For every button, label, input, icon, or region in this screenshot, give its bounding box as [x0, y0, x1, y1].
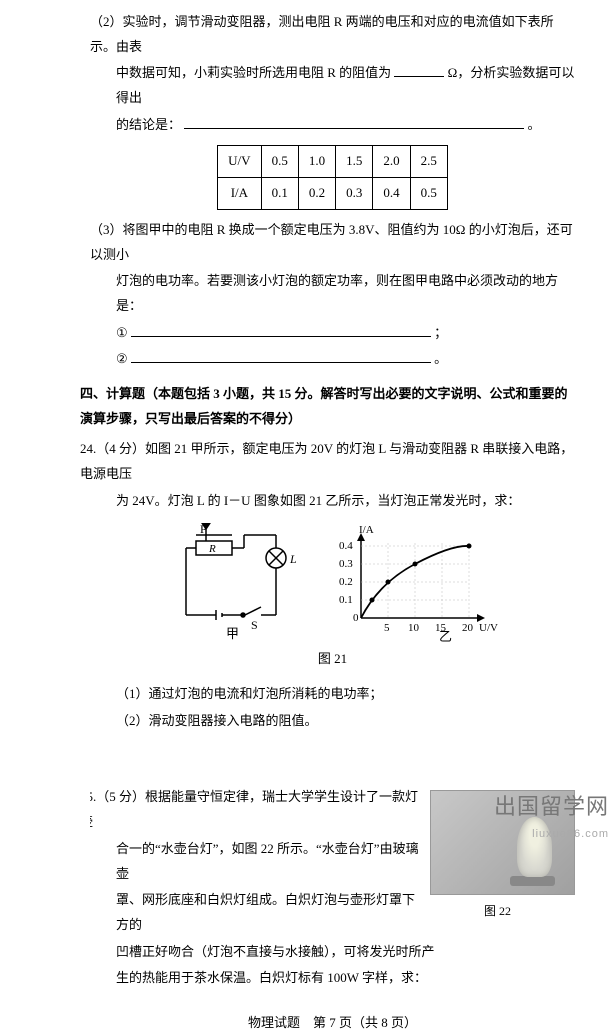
- q3-item1: ① ；: [90, 321, 575, 346]
- cell: 1.0: [298, 146, 335, 178]
- q24-sub1: （1）通过灯泡的电流和灯泡所消耗的电功率；: [90, 682, 575, 707]
- label-P: P: [200, 523, 207, 536]
- q2-text-d: 的结论是：: [116, 117, 181, 132]
- cell: 0.3: [336, 178, 373, 210]
- iv-graph: I/A U/V 0 0.1 0.2 0.3: [329, 523, 499, 643]
- blank-resistance: [394, 63, 444, 77]
- label-yi: 乙: [439, 629, 452, 643]
- blank-conclusion: [184, 115, 524, 129]
- graph-svg: I/A U/V 0 0.1 0.2 0.3: [329, 523, 499, 643]
- label-R: R: [208, 543, 216, 555]
- tick: 0.1: [339, 594, 353, 606]
- q24-stem1: 24.（4 分）如图 21 甲所示，额定电压为 20V 的灯泡 L 与滑动变阻器…: [80, 437, 575, 486]
- tick: 5: [384, 622, 390, 634]
- blank-change-2: [131, 349, 431, 363]
- q25-stem5: 生的热能用于茶水保温。白炽灯标有 100W 字样，求：: [90, 966, 575, 991]
- watermark-domain: liuxue86.com: [494, 824, 609, 845]
- cell: 0.5: [261, 146, 298, 178]
- cell-header-u: U/V: [218, 146, 261, 178]
- q3-line2: 灯泡的电功率。若要测该小灯泡的额定功率，则在图甲电路中必须改动的地方是：: [90, 269, 575, 318]
- uv-ia-table: U/V 0.5 1.0 1.5 2.0 2.5 I/A 0.1 0.2 0.3 …: [217, 145, 448, 209]
- label-jia: 甲: [226, 626, 239, 641]
- circuit-svg: P R L S 甲: [166, 523, 306, 643]
- tick: 0.2: [339, 576, 353, 588]
- tick: 10: [408, 622, 420, 634]
- tick: 20: [462, 622, 474, 634]
- q2-line-b: 中数据可知，小莉实验时所选用电阻 R 的阻值为 Ω，分析实验数据可以得出: [90, 61, 575, 110]
- tick: 0: [353, 612, 359, 624]
- cell: 0.5: [410, 178, 447, 210]
- circled-1: ①: [116, 325, 128, 340]
- watermark: 出国留学网 liuxue86.com: [494, 786, 609, 845]
- label-L: L: [289, 552, 297, 566]
- cell-header-i: I/A: [218, 178, 261, 210]
- cell: 0.4: [373, 178, 410, 210]
- watermark-main: 出国留学网: [494, 794, 609, 819]
- x-axis-label: U/V: [479, 622, 498, 634]
- cell: 1.5: [336, 146, 373, 178]
- tick: 0.3: [339, 558, 353, 570]
- table-row: I/A 0.1 0.2 0.3 0.4 0.5: [218, 178, 448, 210]
- table-row: U/V 0.5 1.0 1.5 2.0 2.5: [218, 146, 448, 178]
- cell: 0.2: [298, 178, 335, 210]
- q2-line-d: 的结论是： 。: [90, 113, 575, 138]
- fig21-caption: 图 21: [90, 647, 575, 672]
- tick: 0.4: [339, 540, 353, 552]
- cell: 2.5: [410, 146, 447, 178]
- page-footer: 物理试题 第 7 页（共 8 页）: [90, 1011, 575, 1036]
- label-S: S: [251, 618, 258, 632]
- period: 。: [434, 351, 447, 366]
- q2-period: 。: [528, 117, 541, 132]
- q2-text-b: 中数据可知，小莉实验时所选用电阻 R 的阻值为: [116, 65, 391, 80]
- cell: 2.0: [373, 146, 410, 178]
- section-4-title: 四、计算题（本题包括 3 小题，共 15 分。解答时写出必要的文字说明、公式和重…: [80, 382, 575, 431]
- blank-change-1: [131, 323, 431, 337]
- figure-21: P R L S 甲 I/A U/V: [90, 523, 575, 672]
- cell: 0.1: [261, 178, 298, 210]
- fig22-caption: 图 22: [420, 900, 575, 923]
- q3-item2: ② 。: [90, 347, 575, 372]
- q25-stem4: 凹槽正好吻合（灯泡不直接与水接触），可将发光时所产: [90, 940, 575, 965]
- q24-stem2: 为 24V。灯泡 L 的 I－U 图象如图 21 乙所示，当灯泡正常发光时，求：: [90, 489, 575, 514]
- circled-2: ②: [116, 351, 128, 366]
- circuit-diagram: P R L S 甲: [166, 523, 306, 643]
- q2-line-a: （2）实验时，调节滑动变阻器，测出电阻 R 两端的电压和对应的电流值如下表所示。…: [90, 10, 575, 59]
- q24-sub2: （2）滑动变阻器接入电路的阻值。: [90, 709, 575, 734]
- semi: ；: [434, 325, 447, 340]
- q3-line1: （3）将图甲中的电阻 R 换成一个额定电压为 3.8V、阻值约为 10Ω 的小灯…: [90, 218, 575, 267]
